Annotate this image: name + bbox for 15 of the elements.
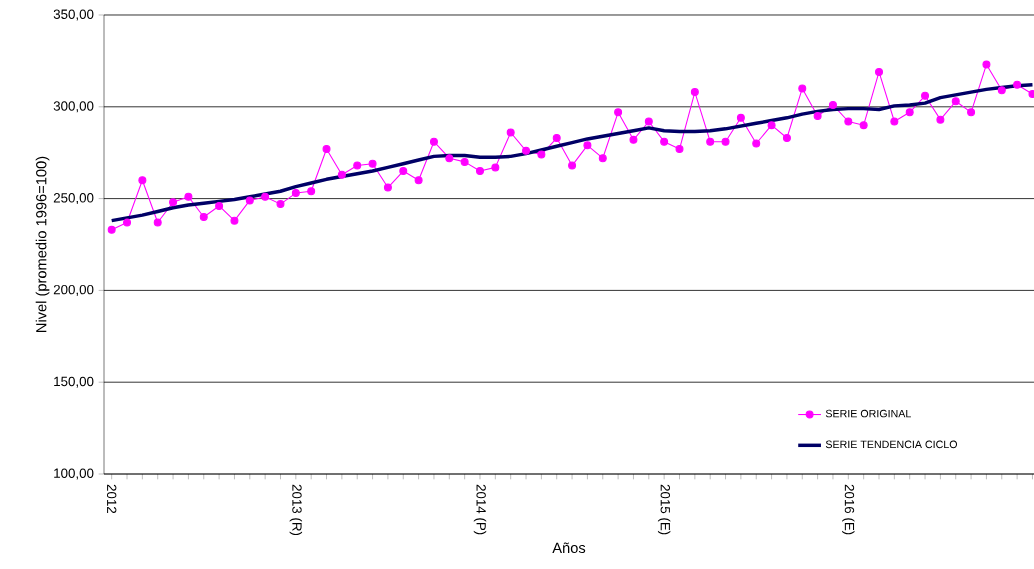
y-axis-title: Nivel (promedio 1996=100) — [35, 156, 50, 332]
y-tick-label: 300,00 — [53, 101, 94, 113]
x-tick-label: 2016 (E) — [842, 484, 855, 535]
x-axis-title: Años — [552, 542, 586, 554]
x-tick-label: 2015 (E) — [657, 484, 671, 535]
legend-label: SERIE ORIGINAL — [825, 409, 911, 418]
y-tick-label: 100,00 — [54, 468, 94, 480]
x-tick-label: 2012 — [106, 484, 117, 514]
y-tick-label: 350,00 — [53, 9, 94, 21]
y-tick-label: 200,00 — [53, 284, 94, 296]
legend-label: SERIE TENDENCIA CICLO — [825, 440, 958, 449]
x-tick-label: 2014 (P) — [473, 484, 487, 535]
y-tick-label: 250,00 — [53, 193, 94, 205]
y-tick-label: 150,00 — [54, 376, 94, 388]
x-tick-label: 2013 (R) — [289, 484, 303, 536]
